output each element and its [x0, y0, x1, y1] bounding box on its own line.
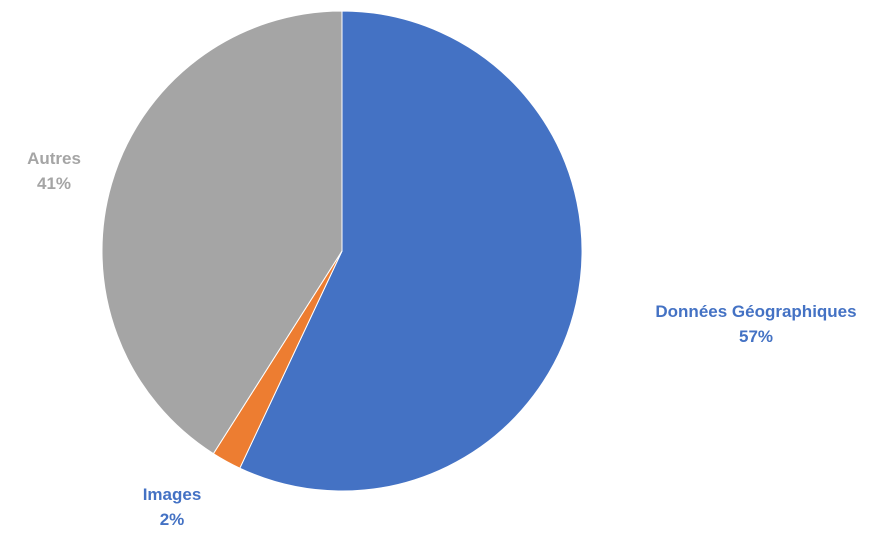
slice-category-label: Images	[143, 485, 202, 504]
slice-category-label: Autres	[27, 149, 81, 168]
pie-slice	[101, 10, 343, 455]
slice-category-label: Données Géographiques	[655, 302, 856, 321]
pie-slice	[239, 10, 583, 492]
slice-percent-label: 57%	[739, 327, 773, 346]
slice-data-label: Autres 41%	[27, 149, 81, 193]
slice-percent-label: 2%	[160, 510, 185, 529]
slice-data-label: Données Géographiques 57%	[655, 302, 856, 346]
pie-slices	[101, 10, 583, 492]
slice-data-label: Images 2%	[143, 485, 202, 529]
pie-labels: Données Géographiques 57% Images 2% Autres 41…	[27, 149, 857, 529]
slice-percent-label: 41%	[37, 174, 71, 193]
